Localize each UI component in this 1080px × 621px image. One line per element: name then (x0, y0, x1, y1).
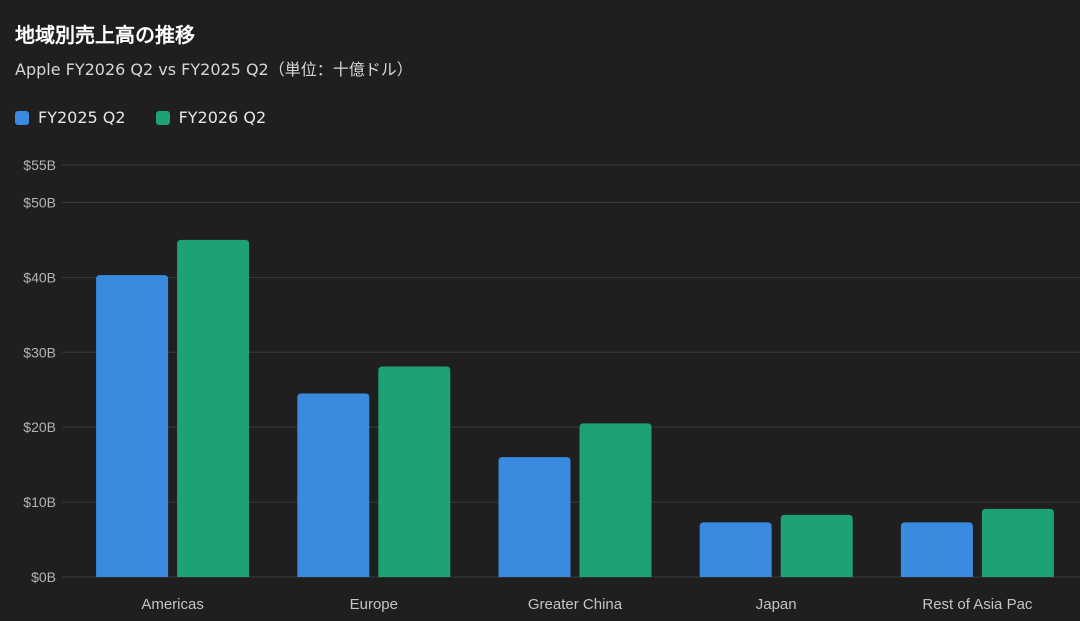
bar-fy2026-greater-china[interactable] (579, 423, 652, 577)
x-category-label: Japan (756, 596, 797, 613)
y-tick-label: $55B (23, 157, 56, 173)
bars (96, 239, 1054, 577)
x-category-label: Europe (350, 596, 398, 613)
y-axis-ticks: $0B $10B $20B $30B $40B $50B $55B (23, 157, 56, 585)
x-category-label: Rest of Asia Pac (922, 596, 1033, 613)
chart-title: 地域別売上高の推移 (15, 23, 195, 47)
bar-fy2025-japan[interactable] (699, 522, 772, 577)
legend-swatch-fy2026 (155, 110, 170, 125)
legend: FY2025 Q2 FY2026 Q2 (15, 108, 266, 127)
x-axis-labels: Americas Europe Greater China Japan Rest of … (141, 596, 1033, 613)
bar-fy2026-japan[interactable] (780, 514, 853, 577)
legend-label-fy2026: FY2026 Q2 (178, 108, 267, 127)
y-tick-label: $40B (23, 269, 56, 285)
legend-item-fy2025[interactable]: FY2025 Q2 (15, 108, 126, 127)
bar-fy2026-rest-of-asia-pac[interactable] (981, 508, 1054, 577)
x-category-label: Greater China (528, 596, 623, 613)
bar-fy2025-greater-china[interactable] (498, 457, 571, 577)
bar-fy2026-europe[interactable] (378, 366, 451, 577)
x-category-label: Americas (141, 596, 204, 613)
legend-label-fy2025: FY2025 Q2 (38, 108, 126, 127)
bar-fy2026-americas[interactable] (177, 239, 250, 577)
y-tick-label: $30B (23, 344, 56, 360)
chart-subtitle: Apple FY2026 Q2 vs FY2025 Q2（単位：十億ドル） (15, 60, 413, 79)
y-tick-label: $50B (23, 194, 56, 210)
y-tick-label: $20B (23, 419, 56, 435)
legend-swatch-fy2025 (15, 110, 29, 125)
y-tick-label: $0B (31, 569, 56, 585)
y-tick-label: $10B (23, 494, 56, 510)
bar-fy2025-rest-of-asia-pac[interactable] (900, 522, 973, 577)
legend-item-fy2026[interactable]: FY2026 Q2 (155, 108, 267, 127)
bar-fy2025-americas[interactable] (96, 275, 169, 577)
bar-fy2025-europe[interactable] (297, 393, 370, 577)
